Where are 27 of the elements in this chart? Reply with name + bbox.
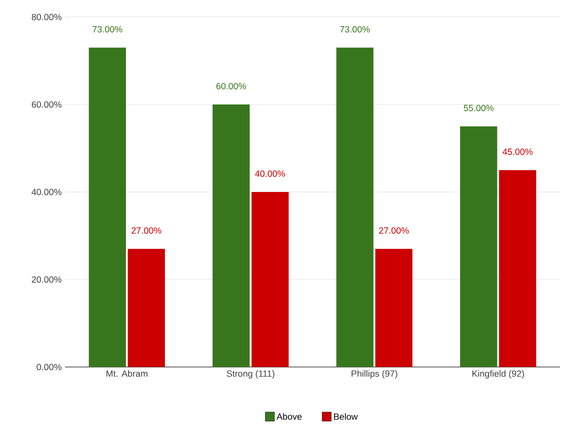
y-tick-label: 40.00% (32, 188, 62, 196)
bar (499, 170, 536, 367)
bar (88, 48, 126, 367)
data-label: 40.00% (255, 170, 285, 177)
legend-label: Above (276, 413, 302, 420)
bar (252, 192, 289, 367)
x-tick-label: Mt. Abram (106, 370, 148, 377)
bar (460, 126, 498, 367)
y-tick-label: 0.00% (36, 364, 62, 370)
data-label: 73.00% (92, 26, 122, 32)
y-tick-label: 60.00% (32, 101, 62, 108)
bar (336, 48, 374, 367)
x-tick-label: Strong (111) (226, 370, 274, 379)
y-tick-label: 80.00% (32, 14, 62, 20)
y-tick-label: 20.00% (32, 276, 62, 283)
data-label: 27.00% (132, 227, 162, 234)
data-label: 60.00% (216, 82, 246, 90)
x-tick-label: Kingfield (92) (472, 370, 524, 379)
legend-label: Below (334, 413, 358, 420)
bar (128, 248, 165, 367)
data-label: 27.00% (379, 227, 409, 234)
data-label: 55.00% (464, 104, 494, 112)
data-label: 73.00% (340, 26, 370, 32)
bar (375, 248, 412, 367)
data-label: 45.00% (502, 148, 532, 155)
x-tick-label: Phillips (97) (352, 370, 398, 379)
bar (212, 104, 250, 367)
